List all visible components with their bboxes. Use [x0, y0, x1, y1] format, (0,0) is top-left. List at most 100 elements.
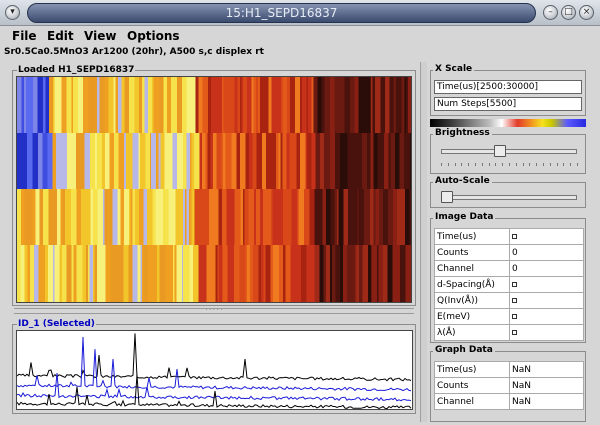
spectrum-plot — [16, 333, 412, 410]
time-range-field[interactable]: Time(us)[2500:30000] — [434, 80, 582, 94]
dataset-subtitle: Sr0.5Ca0.5MnO3 Ar1200 (20hr), A500 s,c d… — [4, 47, 264, 57]
vertical-scrollbar[interactable] — [420, 62, 427, 422]
menu-bar: File Edit View Options — [0, 26, 600, 46]
title-bar: ▾ 15:H1_SEPD16837 – □ × — [0, 0, 600, 26]
brightness-slider-track[interactable] — [441, 149, 577, 154]
image-data-section: Image Data Time(us) Counts 0 Channel 0 d-Spac… — [430, 212, 586, 343]
image-data-value: 0 — [509, 260, 584, 277]
menu-edit[interactable]: Edit — [47, 29, 74, 43]
value-placeholder-box-icon — [512, 297, 517, 303]
slider-tick — [556, 163, 558, 166]
value-placeholder-box-icon — [512, 233, 517, 239]
menu-file[interactable]: File — [12, 29, 37, 43]
slider-tick — [441, 163, 442, 166]
brightness-slider-thumb[interactable] — [494, 145, 507, 157]
minimize-icon[interactable]: – — [543, 5, 558, 20]
image-data-key: Time(us) — [434, 228, 510, 245]
value-placeholder-box-icon — [512, 313, 517, 319]
image-data-key: Channel — [434, 260, 510, 277]
auto-scale-slider-track[interactable] — [441, 195, 577, 200]
brightness-title: Brightness — [433, 128, 492, 138]
image-data-table: Time(us) Counts 0 Channel 0 d-Spacing(Å) Q(Inv… — [434, 228, 584, 341]
detector-band-3 — [17, 189, 411, 245]
spectrum-line-black-2 — [16, 374, 412, 410]
color-scale-bar — [430, 119, 586, 127]
auto-scale-section: Auto-Scale — [430, 176, 586, 208]
image-data-key: Counts — [434, 244, 510, 261]
slider-tick — [509, 163, 510, 166]
image-data-value — [509, 228, 584, 245]
menu-view[interactable]: View — [84, 29, 117, 43]
menu-options[interactable]: Options — [127, 29, 180, 43]
slider-tick — [468, 163, 470, 166]
slider-tick — [515, 163, 517, 166]
panel-splitter[interactable]: · · · · · — [14, 308, 414, 314]
detector-band-2 — [17, 133, 411, 189]
graph-panel-title: ID_1 (Selected) — [17, 319, 96, 329]
num-steps-field[interactable]: Num Steps[5500] — [434, 97, 582, 111]
graph-data-value: NaN — [509, 361, 584, 378]
slider-tick — [543, 163, 544, 166]
maximize-icon[interactable]: □ — [561, 5, 576, 20]
slider-tick — [549, 163, 551, 166]
graph-data-row: Channel NaN — [434, 393, 584, 410]
slider-tick — [570, 163, 572, 166]
value-placeholder-box-icon — [512, 329, 517, 335]
spectrum-line-black-1 — [16, 333, 412, 382]
image-data-row: Q(Inv(Å)) — [434, 292, 584, 309]
image-data-value — [509, 324, 584, 341]
window-title: 15:H1_SEPD16837 — [27, 3, 536, 23]
graph-data-section: Graph Data Time(us) NaN Counts NaN Channel Na… — [430, 345, 586, 422]
slider-tick — [454, 163, 456, 166]
graph-data-key: Channel — [434, 393, 510, 410]
slider-tick — [461, 163, 463, 166]
graph-data-key: Time(us) — [434, 361, 510, 378]
image-data-key: E(meV) — [434, 308, 510, 325]
image-data-key: λ(Å) — [434, 324, 510, 341]
brightness-section: Brightness — [430, 128, 586, 174]
image-data-value — [509, 292, 584, 309]
slider-tick — [447, 163, 449, 166]
image-data-row: E(meV) — [434, 308, 584, 325]
image-data-title: Image Data — [433, 212, 496, 222]
graph-data-value: NaN — [509, 377, 584, 394]
spectrum-graph[interactable] — [16, 330, 413, 410]
slider-tick — [495, 163, 497, 166]
slider-tick — [475, 163, 476, 166]
x-scale-title: X Scale — [433, 64, 475, 74]
slider-tick — [488, 163, 490, 166]
slider-tick — [529, 163, 531, 166]
detector-image[interactable] — [16, 76, 412, 303]
image-data-key: Q(Inv(Å)) — [434, 292, 510, 309]
image-data-value: 0 — [509, 244, 584, 261]
image-data-value — [509, 308, 584, 325]
slider-tick — [563, 163, 565, 166]
image-data-row: d-Spacing(Å) — [434, 276, 584, 293]
auto-scale-title: Auto-Scale — [433, 176, 492, 186]
slider-tick — [522, 163, 524, 166]
graph-data-row: Time(us) NaN — [434, 361, 584, 378]
graph-data-table: Time(us) NaN Counts NaN Channel NaN — [434, 361, 584, 410]
spectrum-line-blue-1 — [16, 336, 412, 392]
image-data-row: λ(Å) — [434, 324, 584, 341]
image-data-value — [509, 276, 584, 293]
detector-band-4 — [17, 245, 411, 302]
image-data-row: Counts 0 — [434, 244, 584, 261]
auto-scale-slider-thumb[interactable] — [441, 191, 453, 203]
slider-tick — [577, 163, 578, 166]
window-menu-icon[interactable]: ▾ — [5, 5, 20, 20]
graph-data-key: Counts — [434, 377, 510, 394]
graph-data-value: NaN — [509, 393, 584, 410]
x-scale-section: X Scale Time(us)[2500:30000] Num Steps[5… — [430, 64, 586, 116]
image-data-row: Time(us) — [434, 228, 584, 245]
image-data-row: Channel 0 — [434, 260, 584, 277]
detector-band-1 — [17, 77, 411, 133]
close-icon[interactable]: × — [579, 5, 594, 20]
value-placeholder-box-icon — [512, 281, 517, 287]
image-data-key: d-Spacing(Å) — [434, 276, 510, 293]
slider-tick — [481, 163, 483, 166]
graph-data-row: Counts NaN — [434, 377, 584, 394]
loaded-panel-title: Loaded H1_SEPD16837 — [17, 65, 136, 75]
graph-data-title: Graph Data — [433, 345, 495, 355]
slider-tick — [502, 163, 504, 166]
